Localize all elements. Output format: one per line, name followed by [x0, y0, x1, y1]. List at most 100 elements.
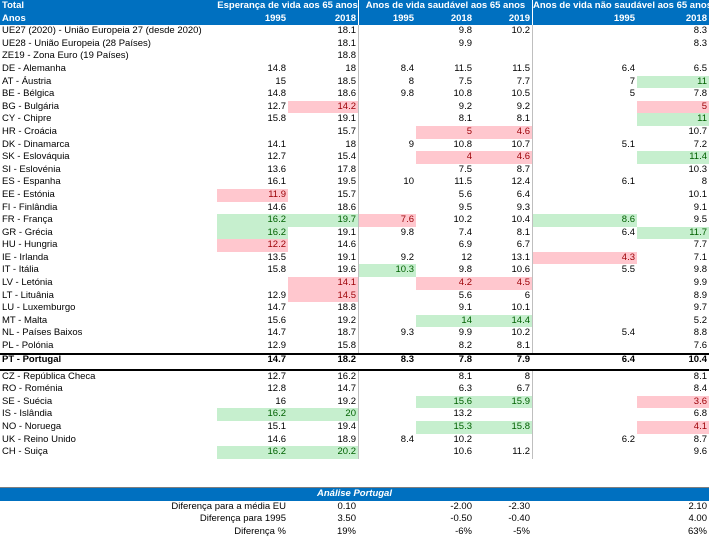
value-cell — [532, 151, 637, 164]
value-cell: 8.9 — [693, 289, 707, 301]
table-row: CY - Chipre 15.8 19.1 8.1 8.1 11 — [0, 113, 709, 126]
value-cell — [416, 50, 474, 63]
value-cell — [532, 314, 637, 328]
value-cell — [532, 125, 637, 139]
value-cell: 15.3 — [416, 421, 474, 434]
analysis-row: Diferença para a média EU 0.10 -2.00 -2.… — [0, 501, 709, 514]
value-cell: 9.9 — [693, 277, 707, 289]
country-name: FI - Finlândia — [2, 201, 58, 213]
value-cell: 9.8 — [358, 226, 416, 240]
value-cell: 6.7 — [516, 383, 530, 395]
value-cell: 18.6 — [337, 201, 357, 213]
value-cell: 13.1 — [511, 251, 531, 263]
value-cell: 14.6 — [267, 433, 287, 445]
value-cell: 14.7 — [267, 302, 287, 314]
value-cell: 14.6 — [337, 239, 357, 251]
table-row: UK - Reino Unido 14.6 18.9 8.4 10.2 6.2 8.7 — [0, 433, 709, 447]
value-cell: 5 — [416, 125, 474, 139]
value-cell: 10.2 — [453, 214, 473, 226]
value-cell — [358, 50, 416, 63]
value-cell: 10.1 — [511, 302, 531, 314]
year-header: 1995 — [264, 12, 286, 24]
analysis-value: 2.10 — [688, 500, 708, 512]
value-cell: 16.2 — [217, 226, 288, 240]
table-row: PL - Polónia 12.9 15.8 8.2 8.1 7.6 — [0, 340, 709, 353]
value-cell: 8 — [358, 75, 416, 89]
value-cell: 11.4 — [637, 151, 709, 164]
country-name: LU - Luxemburgo — [2, 302, 76, 314]
table-row: IT - Itália 15.8 19.6 10.3 9.8 10.6 5.5 9.8 — [0, 264, 709, 278]
value-cell — [532, 421, 637, 434]
value-cell: 15.8 — [474, 421, 532, 434]
value-cell: 8.8 — [693, 327, 707, 339]
value-cell: 14.7 — [337, 383, 357, 395]
table-row: LT - Lituânia 12.9 14.5 5.6 6 8.9 — [0, 289, 709, 303]
country-name: IS - Islândia — [2, 408, 53, 420]
value-cell: 8.3 — [693, 25, 707, 37]
value-cell: 8.6 — [532, 214, 637, 227]
table-row: SE - Suécia 16 19.2 15.6 15.9 3.6 — [0, 395, 709, 409]
value-cell: 9.1 — [458, 302, 472, 314]
value-cell: 15.7 — [337, 188, 357, 200]
value-cell: 18.8 — [337, 50, 357, 62]
value-cell: 19.2 — [337, 314, 357, 326]
value-cell — [358, 302, 416, 315]
value-cell — [474, 38, 532, 51]
value-cell: 9.2 — [458, 100, 472, 112]
value-cell — [217, 25, 288, 38]
value-cell: 14.5 — [288, 289, 358, 303]
value-cell: 5.6 — [458, 188, 472, 200]
value-cell — [532, 239, 637, 252]
value-cell: 7.6 — [693, 340, 707, 352]
value-cell — [532, 113, 637, 126]
value-cell: 10.5 — [511, 88, 531, 100]
country-name: PL - Polónia — [2, 340, 54, 352]
value-cell: 16.1 — [267, 176, 287, 188]
country-name: LV - Letónia — [2, 277, 53, 289]
value-cell — [217, 50, 288, 63]
country-name: RO - Roménia — [2, 383, 63, 395]
analysis-value: -6% — [455, 525, 472, 537]
value-cell — [532, 370, 637, 384]
value-cell — [532, 25, 637, 38]
table-row: MT - Malta 15.6 19.2 14 14.4 5.2 — [0, 314, 709, 328]
value-cell: 5.1 — [532, 138, 637, 152]
value-cell: 10.3 — [688, 163, 708, 175]
country-name: GR - Grécia — [2, 226, 53, 238]
value-cell: 6.4 — [532, 226, 637, 240]
table-row: UE27 (2020) - União Europeia 27 (desde 2… — [0, 25, 709, 38]
value-cell: 5.4 — [532, 327, 637, 341]
value-cell: 18.1 — [337, 37, 357, 49]
value-cell: 8.1 — [458, 113, 472, 125]
value-cell: 15.9 — [474, 395, 532, 409]
year-header: 1995 — [358, 12, 416, 26]
value-cell: 17.8 — [337, 163, 357, 175]
year-header: 1995 — [532, 12, 637, 26]
value-cell: 8.7 — [516, 163, 530, 175]
value-cell: 6.9 — [458, 239, 472, 251]
table-row: DE - Alemanha 14.8 18 8.4 11.5 11.5 6.4 6.5 — [0, 62, 709, 76]
value-cell — [358, 239, 416, 252]
value-cell: 15.8 — [267, 264, 287, 276]
country-name: BE - Bélgica — [2, 88, 55, 100]
value-cell: 15.6 — [267, 314, 287, 326]
table-row: AT - Áustria 15 18.5 8 7.5 7.7 7 11 — [0, 75, 709, 89]
value-cell — [532, 163, 637, 177]
value-cell: 14.1 — [288, 277, 358, 290]
value-cell — [532, 50, 637, 63]
value-cell: 9.8 — [693, 264, 707, 276]
value-cell: 4.6 — [474, 125, 532, 139]
value-cell: 15.1 — [267, 421, 287, 432]
value-cell: 9.8 — [358, 88, 416, 101]
value-cell: 9 — [358, 138, 416, 152]
value-cell: 10.7 — [511, 138, 531, 150]
analysis-value: 63% — [687, 525, 707, 537]
country-name: LT - Lituânia — [2, 289, 54, 301]
value-cell: 16.2 — [217, 408, 288, 421]
value-cell: 5.2 — [693, 314, 707, 326]
value-cell: 8.7 — [693, 433, 707, 445]
analysis-label: Diferença para a média EU — [171, 500, 286, 512]
country-name: CH - Suiça — [2, 446, 48, 458]
value-cell — [358, 100, 416, 114]
value-cell: 14.2 — [288, 100, 358, 114]
